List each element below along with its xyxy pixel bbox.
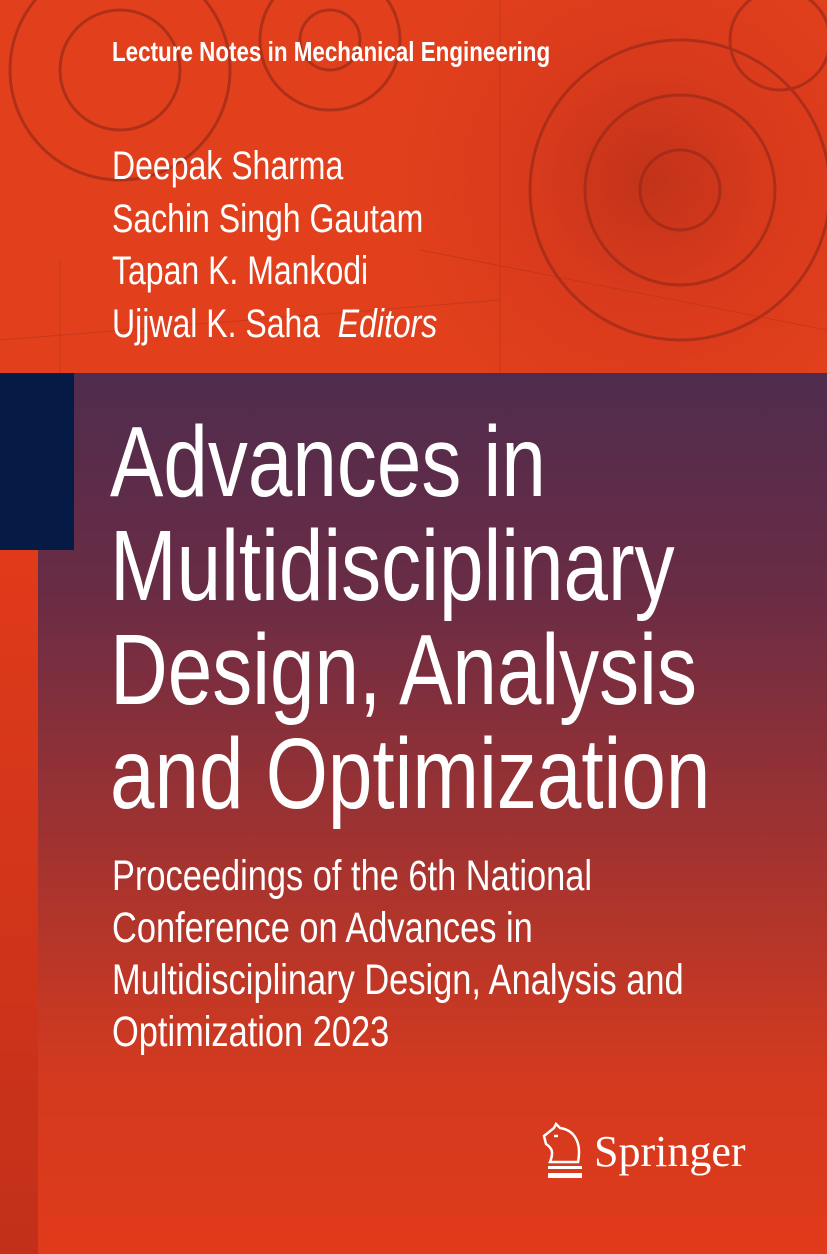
subtitle-line: Multidisciplinary Design, Analysis and — [112, 956, 684, 1004]
publisher-name: Springer — [594, 1126, 746, 1176]
editors-role: Editors — [337, 301, 438, 346]
subtitle-line: Proceedings of the 6th National — [112, 852, 593, 900]
springer-logo: Springer — [540, 1122, 746, 1180]
title-line: Design, Analysis — [110, 614, 697, 726]
subtitle-line: Conference on Advances in — [112, 904, 533, 952]
editor-name: Sachin Singh Gautam — [112, 196, 424, 241]
editor-name: Ujjwal K. Saha — [112, 301, 321, 346]
title-line: Multidisciplinary — [110, 510, 675, 622]
editor-name: Tapan K. Mankodi — [112, 249, 369, 293]
editors: Deepak Sharma Sachin Singh Gautam Tapan … — [112, 140, 437, 350]
title-line: and Optimization — [110, 718, 711, 830]
subtitle-line: Optimization 2023 — [112, 1008, 390, 1056]
title-panel — [38, 373, 827, 1254]
gears-illustration — [0, 0, 827, 373]
navy-block — [0, 373, 74, 550]
left-strip — [0, 550, 38, 1254]
book-title: Advances in Multidisciplinary Design, An… — [110, 410, 710, 826]
cover-image-gears — [0, 0, 827, 373]
book-subtitle: Proceedings of the 6th National Conferen… — [112, 850, 684, 1058]
series-name: Lecture Notes in Mechanical Engineering — [112, 36, 551, 67]
knight-horse-icon — [542, 1122, 582, 1178]
title-line: Advances in — [110, 406, 546, 518]
editor-name: Deepak Sharma — [112, 144, 344, 188]
